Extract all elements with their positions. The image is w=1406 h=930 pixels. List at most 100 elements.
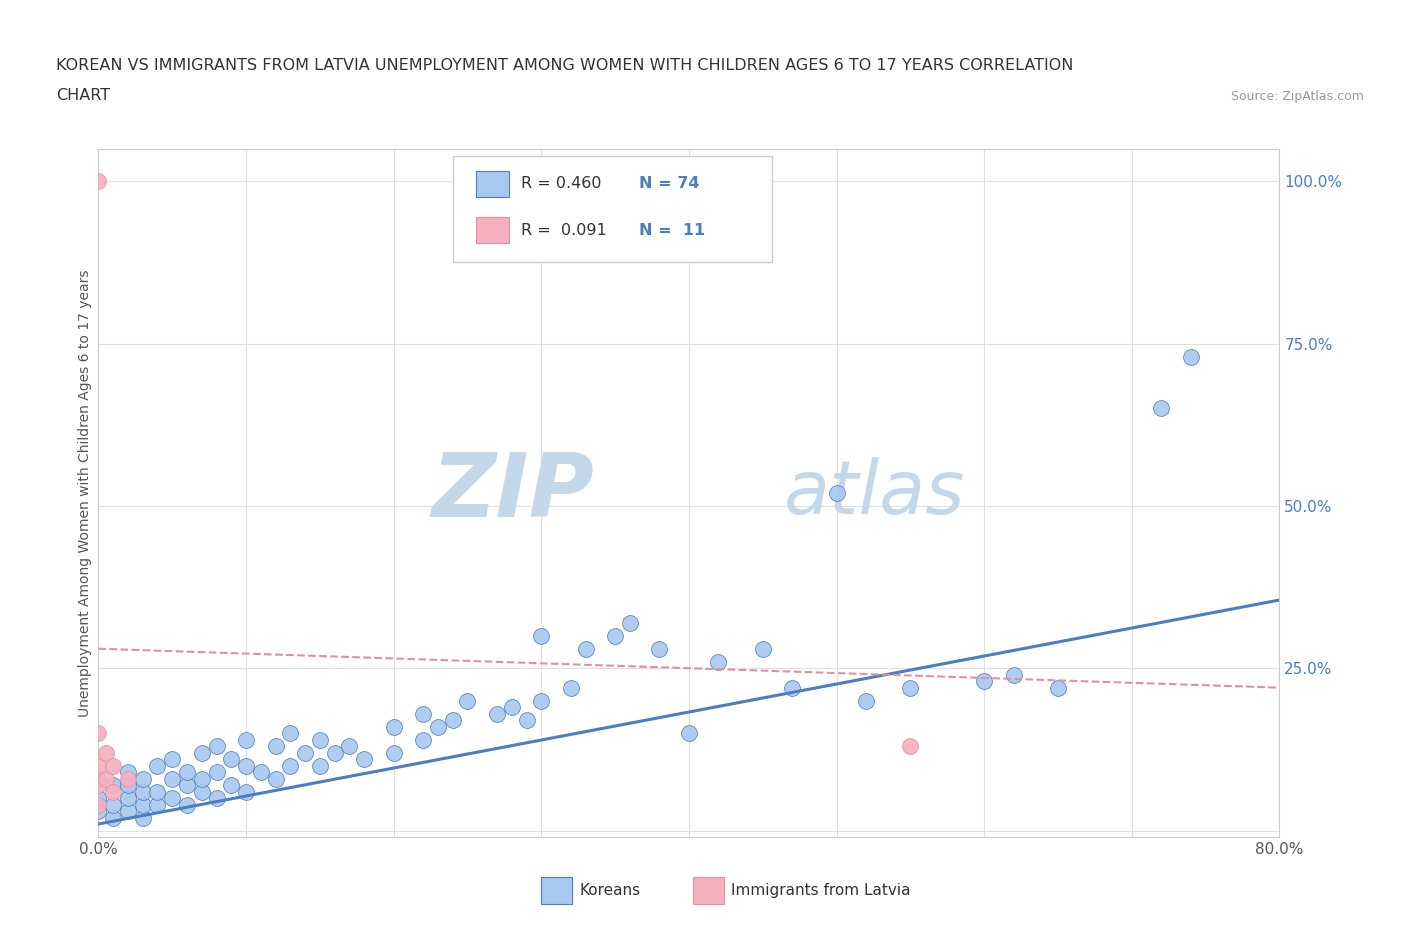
Point (1150, 401, 1173, 416)
Point (412, 732, 434, 747)
Text: KOREAN VS IMMIGRANTS FROM LATVIA UNEMPLOYMENT AMONG WOMEN WITH CHILDREN AGES 6 T: KOREAN VS IMMIGRANTS FROM LATVIA UNEMPLO… (56, 58, 1074, 73)
Point (94, 745, 117, 760)
Point (707, 655, 730, 670)
Point (309, 758, 332, 773)
Point (486, 706, 509, 721)
Point (176, 777, 198, 792)
Point (191, 745, 214, 760)
Point (278, 725, 302, 740)
Bar (477, 217, 509, 244)
Point (353, 751, 375, 766)
Point (132, 771, 155, 786)
Point (103, 758, 125, 773)
Point (103, 797, 125, 812)
Point (94, 771, 117, 786)
Text: N =  11: N = 11 (640, 222, 706, 238)
Text: atlas: atlas (783, 457, 965, 529)
FancyBboxPatch shape (453, 155, 772, 262)
Point (427, 719, 450, 734)
Point (782, 680, 804, 695)
Bar (541, 877, 572, 904)
Point (146, 784, 169, 799)
Point (678, 725, 700, 740)
Point (530, 629, 553, 644)
Text: Immigrants from Latvia: Immigrants from Latvia (731, 883, 911, 897)
Point (117, 790, 139, 805)
Point (146, 758, 169, 773)
Point (235, 784, 257, 799)
Point (309, 732, 332, 747)
Point (146, 797, 169, 812)
Point (117, 771, 139, 786)
Point (87, 758, 110, 773)
Point (441, 712, 464, 727)
Point (1180, 349, 1202, 364)
Point (87, 777, 110, 792)
Point (87, 771, 110, 786)
Text: Source: ZipAtlas.com: Source: ZipAtlas.com (1230, 90, 1364, 103)
Point (117, 777, 139, 792)
Point (456, 693, 478, 708)
Point (205, 764, 228, 779)
Point (382, 719, 405, 734)
Point (973, 673, 995, 688)
Point (501, 699, 523, 714)
Point (264, 738, 287, 753)
Point (162, 790, 183, 805)
Point (235, 732, 257, 747)
Point (191, 771, 214, 786)
Point (648, 642, 671, 657)
Point (250, 764, 273, 779)
Text: CHART: CHART (56, 88, 110, 103)
Point (205, 738, 228, 753)
Point (235, 758, 257, 773)
Point (87, 174, 110, 189)
Text: R =  0.091: R = 0.091 (522, 222, 607, 238)
Point (900, 738, 922, 753)
Point (605, 629, 627, 644)
Point (132, 784, 155, 799)
Text: R = 0.460: R = 0.460 (522, 177, 602, 192)
Point (825, 485, 848, 500)
Point (132, 810, 155, 825)
Y-axis label: Unemployment Among Women with Children Ages 6 to 17 years: Unemployment Among Women with Children A… (79, 269, 93, 717)
Point (278, 758, 302, 773)
Point (117, 804, 139, 818)
Point (619, 616, 641, 631)
Point (162, 751, 183, 766)
Point (574, 642, 596, 657)
Point (176, 764, 198, 779)
Point (382, 745, 405, 760)
Point (87, 790, 110, 805)
Point (515, 712, 537, 727)
Text: N = 74: N = 74 (640, 177, 700, 192)
Point (264, 771, 287, 786)
Point (1002, 667, 1025, 682)
Point (1046, 680, 1069, 695)
Point (103, 784, 125, 799)
Point (412, 706, 434, 721)
Point (205, 790, 228, 805)
Point (530, 693, 553, 708)
Point (323, 745, 346, 760)
Point (855, 693, 877, 708)
Point (751, 642, 773, 657)
Bar (693, 877, 724, 904)
Point (219, 777, 242, 792)
Point (339, 738, 360, 753)
Text: ZIP: ZIP (432, 449, 595, 537)
Point (900, 680, 922, 695)
Point (117, 764, 139, 779)
Point (87, 797, 110, 812)
Text: Koreans: Koreans (579, 883, 640, 897)
Point (191, 784, 214, 799)
Point (87, 725, 110, 740)
Point (176, 797, 198, 812)
Point (87, 804, 110, 818)
Bar (477, 171, 509, 197)
Point (103, 810, 125, 825)
Point (560, 680, 582, 695)
Point (219, 751, 242, 766)
Point (132, 797, 155, 812)
Point (162, 771, 183, 786)
